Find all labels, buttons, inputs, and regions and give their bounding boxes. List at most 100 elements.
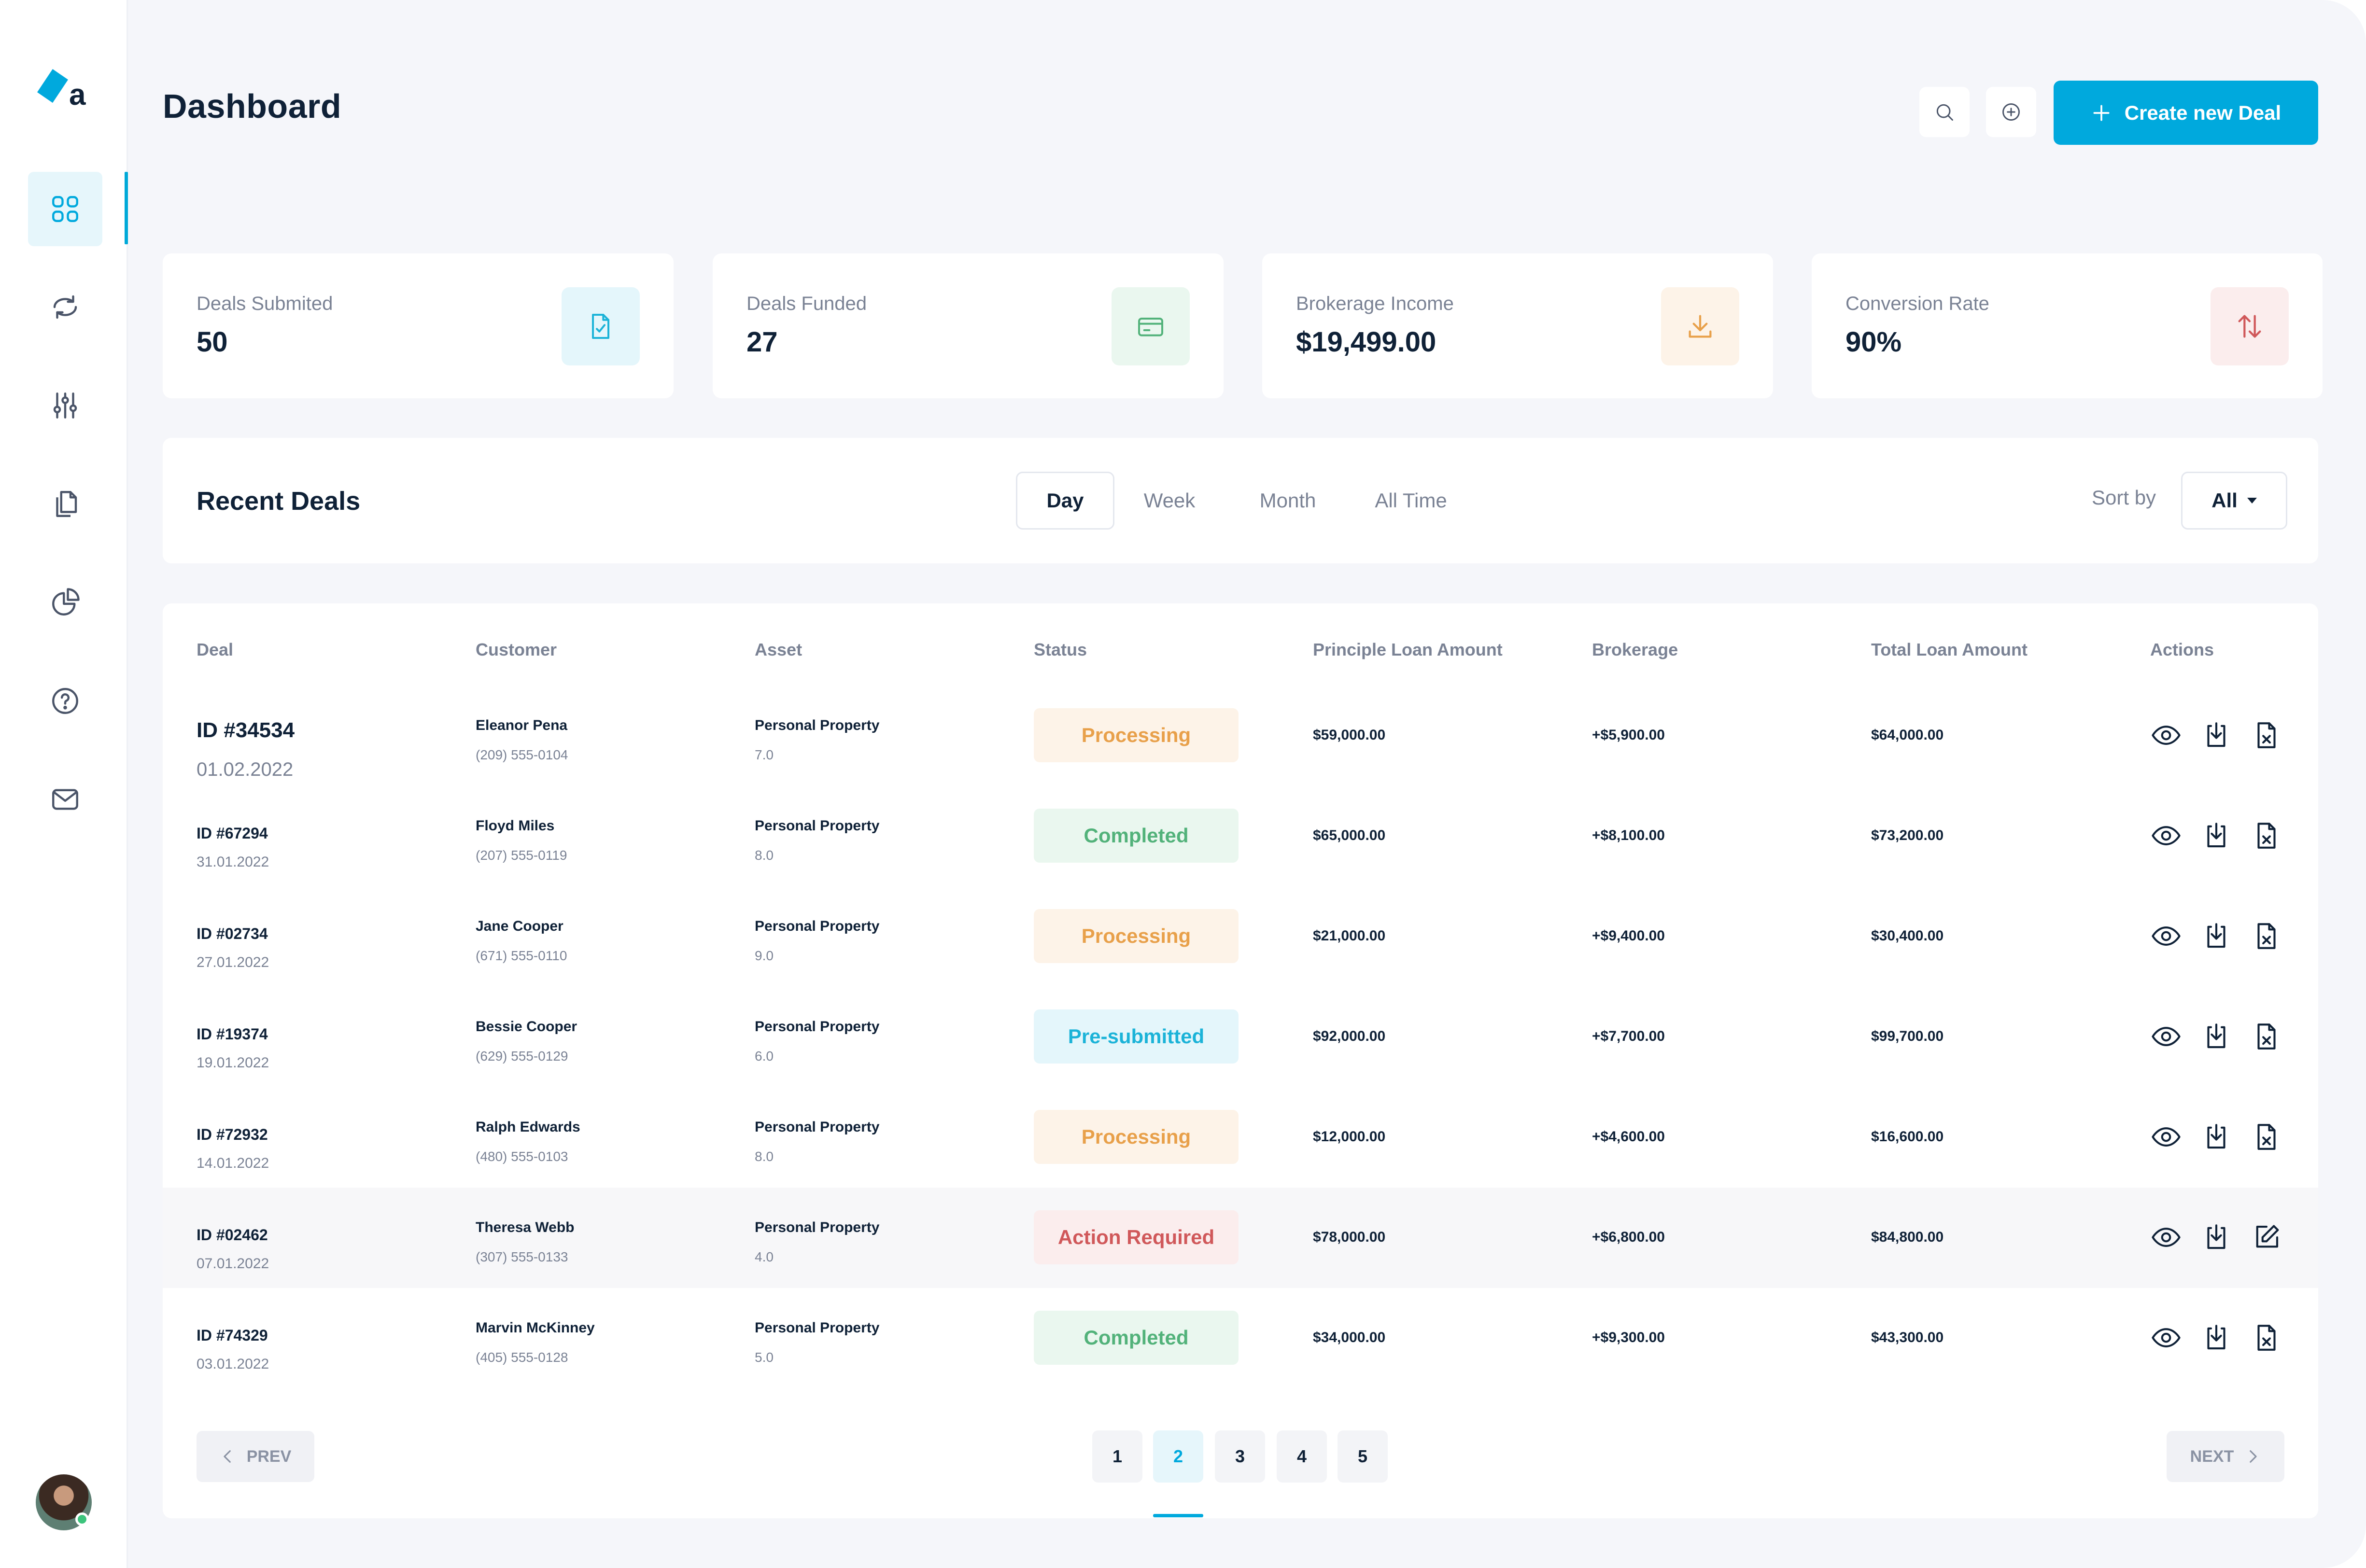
delete-file-button[interactable] xyxy=(2249,1321,2284,1357)
brokerage-amount: +$9,400.00 xyxy=(1592,928,1665,944)
file-x-icon xyxy=(2251,1021,2282,1055)
svg-text:a: a xyxy=(69,78,86,109)
sidebar-item-refresh[interactable] xyxy=(28,270,102,344)
add-button[interactable] xyxy=(1986,87,2036,137)
documents-icon xyxy=(56,491,77,517)
table-row[interactable]: ID #02462 07.01.2022 Theresa Webb (307) … xyxy=(163,1188,2318,1288)
page-button-1[interactable]: 1 xyxy=(1092,1430,1142,1483)
customer-cell: Floyd Miles (207) 555-0119 xyxy=(476,818,567,863)
sliders-icon xyxy=(53,392,77,419)
status-badge: Pre-submitted xyxy=(1034,1009,1239,1064)
asset-name: Personal Property xyxy=(755,1019,880,1035)
document-check-icon xyxy=(592,314,609,339)
brand-logo[interactable]: a xyxy=(36,65,94,112)
status-badge: Processing xyxy=(1034,708,1239,762)
view-button[interactable] xyxy=(2148,1120,2184,1156)
deal-id: ID #67294 xyxy=(197,825,268,842)
search-button[interactable] xyxy=(1919,87,1970,137)
asset-value: 4.0 xyxy=(755,1249,774,1264)
grid-icon xyxy=(52,196,78,222)
asset-cell: Personal Property 8.0 xyxy=(755,818,879,863)
tab-week[interactable]: Week xyxy=(1143,489,1196,512)
delete-file-button[interactable] xyxy=(2249,718,2284,754)
asset-name: Personal Property xyxy=(755,1219,880,1235)
page-button-3[interactable]: 3 xyxy=(1215,1430,1265,1483)
customer-phone: (480) 555-0103 xyxy=(476,1149,568,1164)
edit-button[interactable] xyxy=(2249,1220,2284,1256)
sidebar-item-settings[interactable] xyxy=(28,368,102,443)
table-row[interactable]: ID #67294 31.01.2022 Floyd Miles (207) 5… xyxy=(163,786,2318,886)
asset-cell: Personal Property 4.0 xyxy=(755,1219,879,1265)
download-button[interactable] xyxy=(2198,1020,2234,1055)
stat-card-deals-submitted: Deals Submited 50 xyxy=(163,253,674,398)
download-button[interactable] xyxy=(2198,1120,2234,1156)
sidebar-item-help[interactable] xyxy=(28,664,102,738)
download-button[interactable] xyxy=(2198,718,2234,754)
prev-label: PREV xyxy=(246,1447,292,1466)
sidebar-item-messages[interactable] xyxy=(28,762,102,837)
download-button[interactable] xyxy=(2198,1321,2234,1357)
sort-by-select[interactable]: All xyxy=(2181,472,2287,530)
page-button-5[interactable]: 5 xyxy=(1338,1430,1388,1483)
view-button[interactable] xyxy=(2148,1020,2184,1055)
deal-date: 27.01.2022 xyxy=(197,954,269,970)
stat-card-deals-funded: Deals Funded 27 xyxy=(713,253,1224,398)
deal-cell: ID #67294 31.01.2022 xyxy=(197,825,269,870)
customer-phone: (209) 555-0104 xyxy=(476,747,568,762)
caret-down-icon xyxy=(2247,498,2257,504)
page-button-2[interactable]: 2 xyxy=(1153,1430,1203,1483)
deal-date: 07.01.2022 xyxy=(197,1256,269,1272)
download-button[interactable] xyxy=(2198,1220,2234,1256)
table-row[interactable]: ID #72932 14.01.2022 Ralph Edwards (480)… xyxy=(163,1087,2318,1188)
view-button[interactable] xyxy=(2148,1321,2184,1357)
file-x-icon xyxy=(2251,719,2282,754)
total-loan-amount: $64,000.00 xyxy=(1871,727,1944,743)
chevron-left-icon xyxy=(224,1450,231,1463)
view-button[interactable] xyxy=(2148,819,2184,854)
credit-card-icon xyxy=(1138,318,1163,336)
tab-all-time[interactable]: All Time xyxy=(1375,489,1447,512)
deal-id: ID #19374 xyxy=(197,1025,268,1043)
download-icon xyxy=(2200,1121,2232,1155)
delete-file-button[interactable] xyxy=(2249,1120,2284,1156)
create-new-deal-button[interactable]: Create new Deal xyxy=(2054,81,2318,145)
delete-file-button[interactable] xyxy=(2249,919,2284,955)
asset-cell: Personal Property 6.0 xyxy=(755,1019,879,1064)
principle-loan-amount: $92,000.00 xyxy=(1313,1028,1386,1044)
download-icon xyxy=(2200,1322,2232,1356)
page-button-4[interactable]: 4 xyxy=(1277,1430,1327,1483)
status-badge: Processing xyxy=(1034,1110,1239,1164)
sidebar-item-reports[interactable] xyxy=(28,565,102,640)
view-button[interactable] xyxy=(2148,1220,2184,1256)
stat-label: Brokerage Income xyxy=(1296,293,1454,314)
delete-file-button[interactable] xyxy=(2249,819,2284,854)
download-button[interactable] xyxy=(2198,819,2234,854)
deal-id: ID #02462 xyxy=(197,1226,268,1244)
delete-file-button[interactable] xyxy=(2249,1020,2284,1055)
stat-value: 90% xyxy=(1845,326,1902,358)
stat-icon-box xyxy=(562,287,640,365)
tab-month[interactable]: Month xyxy=(1259,489,1316,512)
tab-day[interactable]: Day xyxy=(1016,472,1114,530)
next-page-button[interactable]: NEXT xyxy=(2167,1431,2284,1482)
table-row[interactable]: ID #74329 03.01.2022 Marvin McKinney (40… xyxy=(163,1288,2318,1388)
download-button[interactable] xyxy=(2198,919,2234,955)
principle-loan-amount: $12,000.00 xyxy=(1313,1129,1386,1145)
status-badge: Action Required xyxy=(1034,1210,1239,1264)
eye-icon xyxy=(2150,920,2182,954)
asset-cell: Personal Property 8.0 xyxy=(755,1119,879,1164)
table-row[interactable]: ID #02734 27.01.2022 Jane Cooper (671) 5… xyxy=(163,886,2318,987)
view-button[interactable] xyxy=(2148,718,2184,754)
status-badge: Processing xyxy=(1034,909,1239,963)
asset-value: 6.0 xyxy=(755,1049,774,1064)
table-row[interactable]: ID #19374 19.01.2022 Bessie Cooper (629)… xyxy=(163,987,2318,1087)
view-button[interactable] xyxy=(2148,919,2184,955)
sidebar-item-documents[interactable] xyxy=(28,467,102,541)
asset-value: 5.0 xyxy=(755,1350,774,1365)
sidebar-item-dashboard[interactable] xyxy=(28,172,102,246)
table-row[interactable]: ID #34534 01.02.2022 Eleanor Pena (209) … xyxy=(163,686,2318,786)
asset-name: Personal Property xyxy=(755,918,880,934)
prev-page-button[interactable]: PREV xyxy=(197,1431,314,1482)
customer-name: Theresa Webb xyxy=(476,1219,575,1235)
asset-cell: Personal Property 7.0 xyxy=(755,717,879,763)
